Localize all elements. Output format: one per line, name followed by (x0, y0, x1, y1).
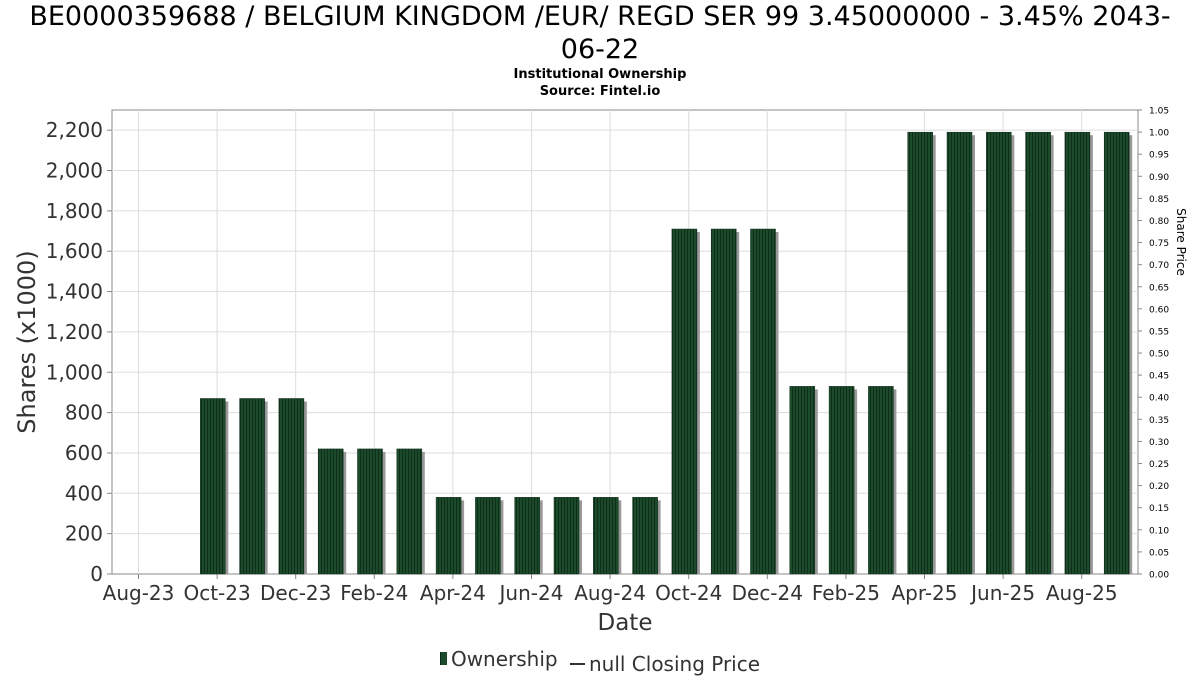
y2-tick-label: 1.05 (1149, 107, 1169, 117)
bar (789, 386, 816, 575)
y-tick-label: 1,400 (46, 280, 103, 304)
bar (671, 228, 698, 575)
chart-title: BE0000359688 / BELGIUM KINGDOM /EUR/ REG… (0, 0, 1200, 66)
x-tick-label: Dec-23 (260, 581, 331, 605)
y2-tick-label: 0.95 (1149, 151, 1169, 161)
bar (317, 448, 344, 575)
y2-tick-label: 0.70 (1149, 261, 1169, 271)
y-tick-label: 2,000 (46, 159, 103, 183)
bar (593, 497, 619, 575)
y2-tick-label: 1.00 (1149, 129, 1169, 139)
chart-legend: Ownership null Closing Price (0, 646, 1200, 676)
y2-tick-label: 0.15 (1149, 504, 1169, 514)
y2-tick-label: 0.60 (1149, 305, 1169, 315)
bar (868, 386, 894, 575)
chart-subtitle: Institutional Ownership (513, 67, 687, 82)
y2-tick-label: 0.20 (1149, 482, 1169, 492)
y2-tick-label: 0.50 (1149, 350, 1169, 360)
x-tick-label: Dec-24 (732, 581, 803, 605)
x-tick-label: Jun-24 (498, 581, 564, 605)
bar (1064, 131, 1091, 575)
y2-tick-label: 0.00 (1149, 571, 1169, 581)
y-tick-label: 400 (65, 481, 103, 505)
y-tick-label: 1,800 (46, 199, 103, 223)
legend-label-ownership: Ownership (450, 646, 558, 671)
bar (553, 497, 580, 575)
y-tick-label: 1,600 (46, 239, 103, 263)
chart-title-line-1: BE0000359688 / BELGIUM KINGDOM /EUR/ REG… (29, 1, 1171, 32)
y-tick-label: 200 (65, 522, 103, 546)
bar (396, 448, 423, 575)
bar (828, 386, 855, 575)
legend-label-closing-price: null Closing Price (588, 652, 761, 676)
y-tick-label: 1,000 (46, 360, 103, 384)
bar (1103, 131, 1130, 575)
x-tick-label: Oct-23 (183, 581, 250, 605)
legend-swatch-ownership (439, 652, 447, 665)
x-tick-label: Aug-24 (574, 581, 646, 605)
bar (475, 497, 501, 575)
x-tick-label: Feb-25 (812, 581, 880, 605)
y2-tick-label: 0.55 (1149, 327, 1169, 337)
bar (239, 398, 265, 575)
y-tick-label: 1,200 (46, 320, 103, 344)
y-tick-label: 800 (65, 401, 103, 425)
x-tick-label: Apr-24 (420, 581, 486, 605)
legend-line-closing-price (569, 663, 585, 665)
y2-tick-label: 0.30 (1149, 438, 1169, 448)
y2-tick-label: 0.25 (1149, 460, 1169, 470)
y2-tick-label: 0.05 (1149, 548, 1169, 558)
y2-tick-label: 0.90 (1149, 173, 1169, 183)
y-tick-label: 600 (65, 441, 103, 465)
bar (278, 398, 305, 575)
bar (357, 448, 383, 575)
y2-tick-label: 0.35 (1149, 416, 1169, 426)
bar (514, 497, 540, 575)
x-tick-label: Aug-25 (1046, 581, 1118, 605)
y2-tick-label: 0.65 (1149, 283, 1169, 293)
y-axis-title: Shares (x1000) (13, 250, 41, 433)
y2-axis-title: Share Price (1174, 208, 1188, 276)
legend-item-closing-price: null Closing Price (564, 652, 760, 676)
x-tick-label: Aug-23 (103, 581, 175, 605)
y-tick-label: 2,200 (46, 118, 103, 142)
bar (750, 228, 776, 575)
y2-tick-label: 0.40 (1149, 394, 1169, 404)
bar (632, 497, 658, 575)
x-tick-label: Apr-25 (892, 581, 958, 605)
bar (986, 131, 1012, 575)
chart-source: Source: Fintel.io (539, 84, 661, 99)
y2-tick-label: 0.45 (1149, 372, 1169, 382)
bar (200, 398, 226, 575)
bar (1025, 131, 1051, 575)
y2-tick-label: 0.10 (1149, 526, 1169, 536)
bar (435, 497, 462, 575)
x-axis-title: Date (598, 610, 653, 636)
x-tick-label: Jun-25 (969, 581, 1035, 605)
x-tick-label: Feb-24 (340, 581, 408, 605)
chart-title-line-2: 06-22 (560, 34, 640, 65)
bar (710, 228, 737, 575)
y-tick-label: 0 (90, 562, 103, 586)
y2-tick-label: 0.85 (1149, 195, 1169, 205)
bar (946, 131, 973, 575)
y2-tick-label: 0.75 (1149, 239, 1169, 249)
bar (907, 131, 933, 575)
legend-item-ownership: Ownership (439, 646, 558, 671)
y2-tick-label: 0.80 (1149, 217, 1169, 227)
x-tick-label: Oct-24 (655, 581, 722, 605)
